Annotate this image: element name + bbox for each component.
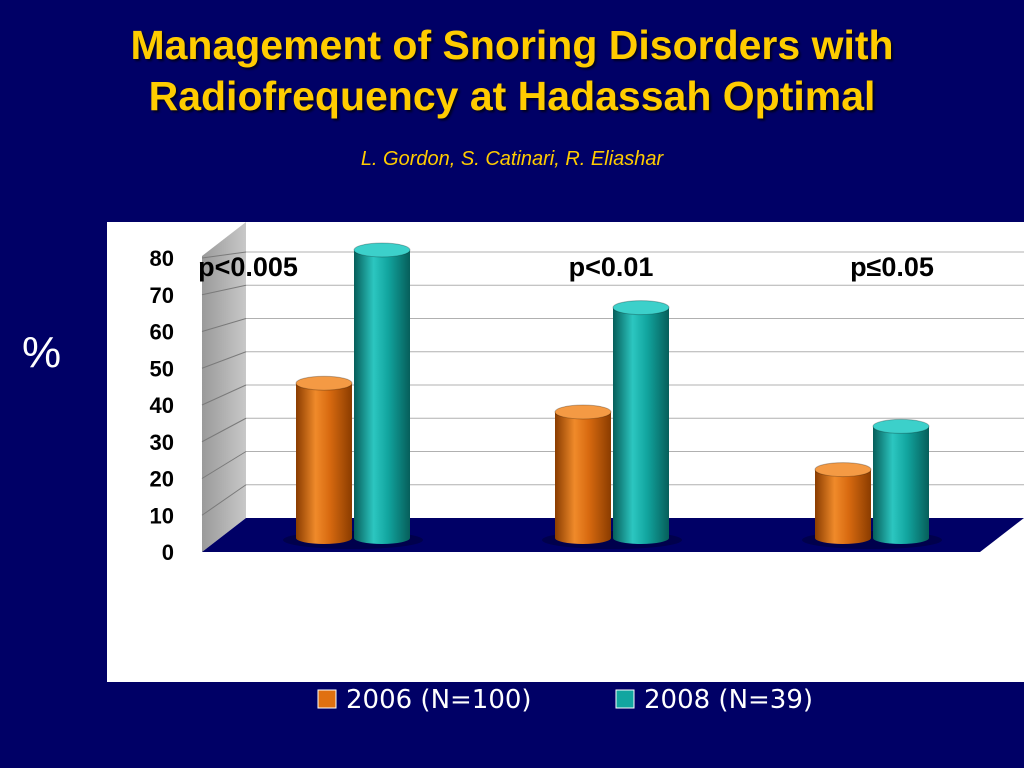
- y-tick-label: 60: [150, 320, 174, 345]
- x-category-label: Satisfaction: [509, 635, 662, 665]
- y-tick-label: 80: [150, 246, 174, 271]
- y-tick-label: 20: [150, 467, 174, 492]
- y-tick-label: 70: [150, 283, 174, 308]
- legend-item: 2006 (N=100): [317, 685, 532, 715]
- bar-2008: [872, 418, 930, 544]
- p-value-annotation: p<0.005: [198, 252, 298, 282]
- gridline-side: [201, 318, 247, 332]
- bar-2006: [814, 462, 872, 544]
- y-tick-label: 0: [162, 540, 174, 565]
- y-axis-label: %: [22, 328, 62, 377]
- x-category-label: Successful Rx: [758, 593, 937, 623]
- legend-label: 2006 (N=100): [346, 685, 532, 715]
- title-line-2: Radiofrequency at Hadassah Optimal: [148, 73, 876, 119]
- y-tick-label: 50: [150, 356, 174, 381]
- gridline-side: [201, 484, 247, 516]
- p-value-annotation: p<0.01: [569, 252, 654, 282]
- gridline-side: [201, 417, 247, 443]
- authors: L. Gordon, S. Catinari, R. Eliashar: [360, 148, 664, 170]
- legend-item: 2008 (N=39): [615, 685, 813, 715]
- legend-label: 2008 (N=39): [644, 685, 813, 715]
- gridline-side: [201, 284, 247, 296]
- p-value-annotation: p≤0.05: [850, 252, 934, 282]
- legend-swatch: [317, 689, 337, 709]
- gridline-side: [201, 351, 247, 369]
- y-tick-label: 40: [150, 393, 174, 418]
- x-category-label: High: [555, 593, 615, 623]
- title-line-1: Management of Snoring Disorders with: [130, 22, 894, 68]
- plot-side-wall: [202, 222, 246, 552]
- y-tick-label: 10: [150, 503, 174, 528]
- y-tick-label: 30: [150, 430, 174, 455]
- bar-2008: [612, 300, 670, 544]
- bar-2006: [295, 375, 353, 544]
- legend-swatch: [615, 689, 635, 709]
- bar-2008: [353, 242, 411, 544]
- page-title: Management of Snoring Disorders with Rad…: [0, 20, 1024, 122]
- gridline-side: [201, 451, 247, 479]
- gridline-side: [201, 251, 247, 259]
- bar-2006: [554, 404, 612, 544]
- gridline-side: [201, 384, 247, 406]
- x-category-label: Received: [271, 593, 389, 623]
- x-category-label: Explanations: [246, 635, 413, 665]
